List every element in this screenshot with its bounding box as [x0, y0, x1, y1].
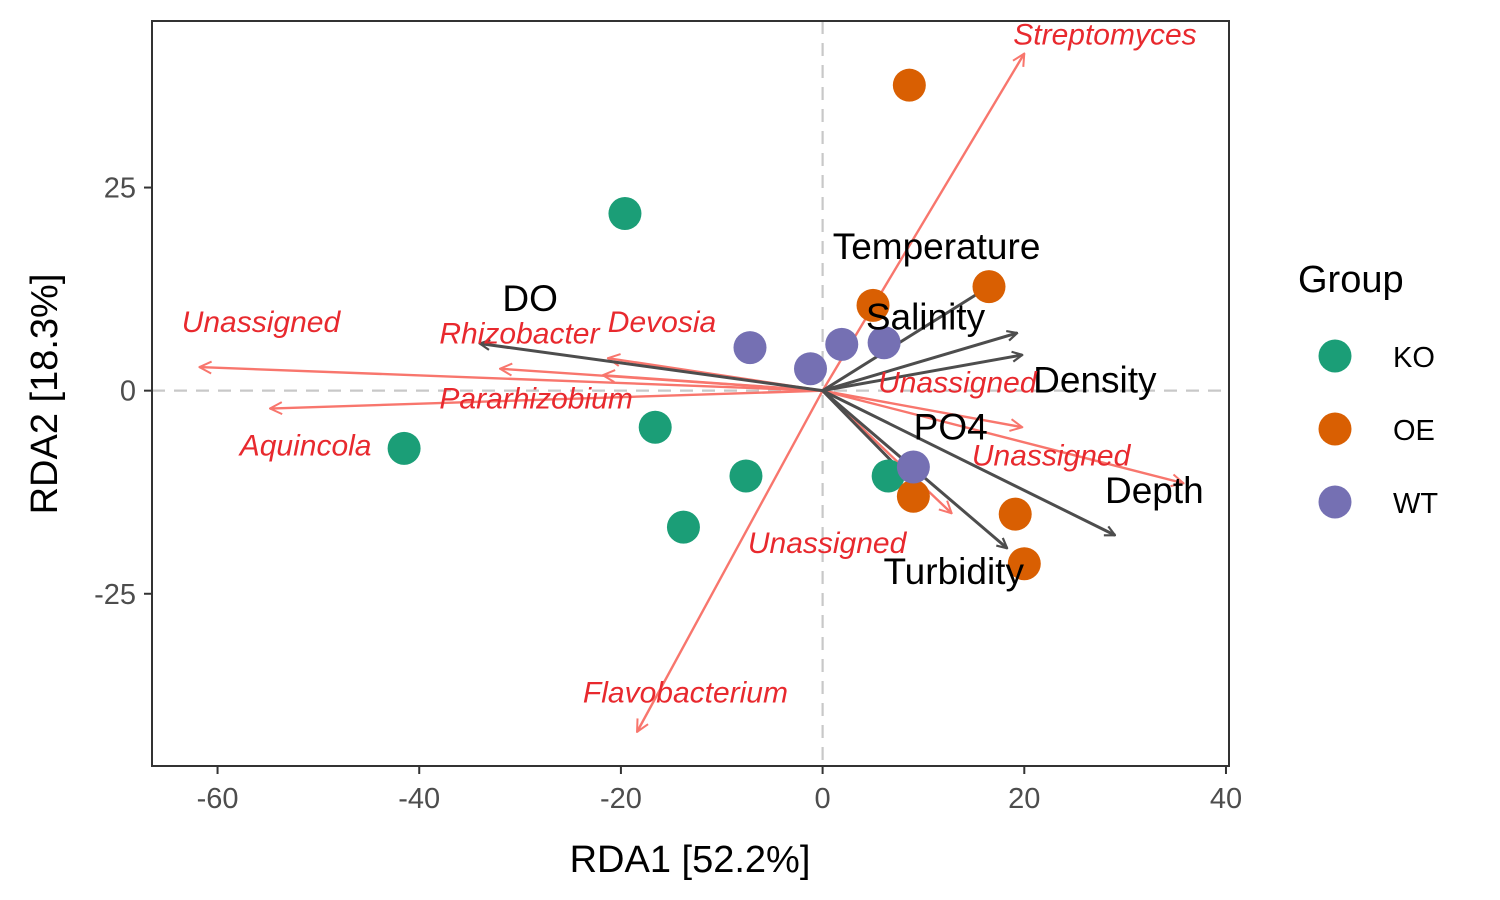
- env-label-temperature: Temperature: [833, 226, 1041, 267]
- env-arrow-temperature: [821, 287, 989, 392]
- x-axis-title: RDA1 [52.2%]: [570, 839, 811, 881]
- taxon-label-devosia: Devosia: [608, 306, 716, 339]
- point-ko: [608, 197, 642, 231]
- point-wt: [825, 327, 859, 361]
- env-label-turbidity: Turbidity: [883, 551, 1024, 592]
- y-axis-title: RDA2 [18.3%]: [24, 274, 66, 515]
- point-oe: [892, 68, 926, 102]
- environment-labels: DO Temperature Salinity Density PO4 Turbidity…: [502, 226, 1203, 592]
- y-tick-label: 25: [104, 173, 136, 205]
- point-oe: [896, 479, 930, 513]
- taxon-arrow-unassigned: [822, 389, 1023, 428]
- taxon-arrow-aquincola: [270, 389, 823, 409]
- point-ko: [871, 459, 905, 493]
- legend-key-wt: [1318, 485, 1352, 519]
- taxon-arrow-pararhizobium: [603, 375, 823, 392]
- env-arrow-density: [822, 355, 1023, 393]
- taxon-label-aquincola: Aquincola: [238, 430, 372, 463]
- point-oe: [998, 497, 1032, 531]
- y-axis: -25 0 25: [94, 173, 152, 611]
- taxon-label-rhizobacter: Rhizobacter: [439, 318, 600, 351]
- legend-title: Group: [1298, 259, 1404, 301]
- y-tick-label: 0: [120, 376, 136, 408]
- taxon-label-unassigned: Unassigned: [878, 366, 1038, 399]
- taxon-arrow-streptomyces: [821, 53, 1025, 392]
- taxon-arrow-unassigned: [199, 367, 823, 392]
- taxa-arrows: [199, 53, 1183, 731]
- taxon-arrow-unassigned: [822, 389, 1184, 484]
- x-tick-label: 40: [1210, 783, 1242, 815]
- point-wt: [794, 352, 828, 386]
- taxon-label-streptomyces: Streptomyces: [1013, 19, 1196, 52]
- point-ko: [729, 459, 763, 493]
- point-wt: [896, 450, 930, 484]
- taxon-arrow-flavobacterium: [637, 390, 824, 732]
- y-tick-label: -25: [94, 579, 136, 611]
- x-tick-label: -40: [398, 783, 440, 815]
- legend-label-ko: KO: [1393, 342, 1435, 374]
- plot-area: DO Temperature Salinity Density PO4 Turbidity…: [151, 19, 1230, 767]
- x-tick-label: -20: [600, 783, 642, 815]
- point-oe: [972, 270, 1006, 304]
- env-arrow-do: [480, 344, 823, 393]
- legend-label-wt: WT: [1393, 488, 1438, 520]
- env-label-depth: Depth: [1105, 470, 1204, 511]
- point-ko: [638, 410, 672, 444]
- env-label-do: DO: [502, 278, 558, 319]
- point-wt: [867, 326, 901, 360]
- x-axis: -60 -40 -20 0 20 40: [197, 766, 1242, 815]
- taxon-label-unassigned: Unassigned: [748, 527, 908, 560]
- env-arrow-salinity: [822, 333, 1018, 393]
- legend: Group KO OE WT: [1298, 259, 1438, 520]
- sample-points: [387, 68, 1041, 581]
- taxon-label-pararhizobium: Pararhizobium: [439, 383, 632, 416]
- point-ko: [666, 510, 700, 544]
- environment-arrows: [480, 287, 1115, 549]
- taxon-label-unassigned: Unassigned: [182, 306, 342, 339]
- point-wt: [733, 331, 767, 365]
- x-tick-label: 0: [815, 783, 831, 815]
- plot-panel: [152, 21, 1229, 766]
- taxon-label-unassigned: Unassigned: [972, 439, 1132, 472]
- env-label-density: Density: [1033, 359, 1157, 400]
- env-label-salinity: Salinity: [866, 297, 986, 338]
- x-tick-label: -60: [197, 783, 239, 815]
- taxa-labels: Streptomyces Unassigned Rhizobacter Devosia…: [182, 19, 1197, 710]
- point-ko: [387, 431, 421, 465]
- env-arrow-depth: [821, 389, 1115, 537]
- plot-border: [151, 20, 1230, 767]
- x-tick-label: 20: [1008, 783, 1040, 815]
- env-label-po4: PO4: [914, 406, 988, 447]
- legend-label-oe: OE: [1393, 415, 1435, 447]
- taxon-label-flavobacterium: Flavobacterium: [583, 677, 788, 710]
- legend-key-oe: [1318, 412, 1352, 446]
- point-oe: [856, 288, 890, 322]
- legend-key-ko: [1318, 339, 1352, 373]
- point-oe: [1007, 547, 1041, 581]
